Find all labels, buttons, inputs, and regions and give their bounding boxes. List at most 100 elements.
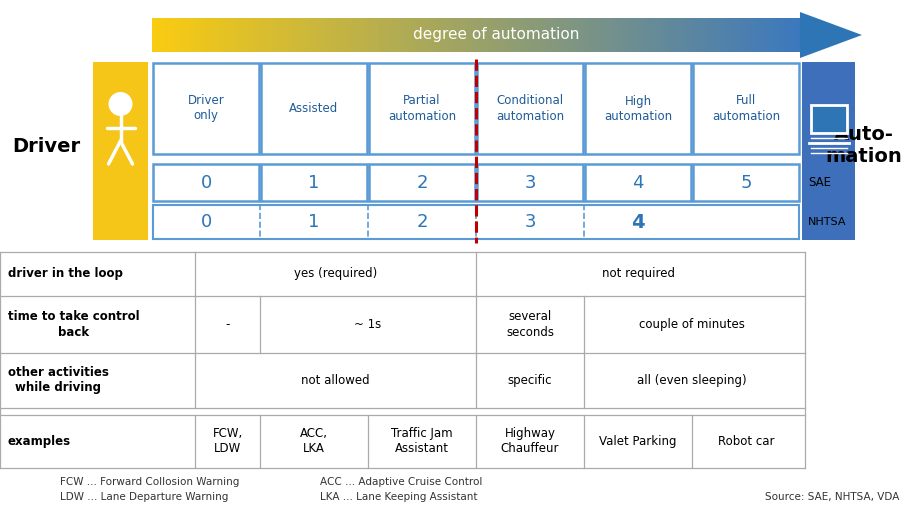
Text: Driver: Driver (12, 137, 80, 155)
Bar (411, 18, 418, 52)
Bar (632, 18, 639, 52)
Bar (643, 18, 650, 52)
Bar (152, 18, 158, 52)
Text: 1: 1 (308, 213, 320, 231)
Bar (779, 18, 785, 52)
FancyBboxPatch shape (585, 164, 691, 201)
Text: driver in the loop: driver in the loop (8, 267, 122, 281)
Text: 2: 2 (416, 213, 428, 231)
Bar (692, 18, 698, 52)
Bar (660, 18, 666, 52)
Bar (271, 18, 277, 52)
Bar (282, 18, 288, 52)
Bar (590, 18, 596, 52)
Text: couple of minutes: couple of minutes (639, 318, 745, 331)
Bar (179, 18, 186, 52)
Bar (811, 105, 846, 133)
Bar (482, 18, 488, 52)
Bar (363, 18, 369, 52)
Bar (541, 18, 547, 52)
Bar (233, 18, 239, 52)
Bar (519, 18, 526, 52)
Text: Auto-
mation: Auto- mation (825, 125, 902, 166)
Text: 5: 5 (740, 174, 751, 192)
Bar (675, 18, 682, 52)
Bar (487, 18, 494, 52)
FancyBboxPatch shape (153, 63, 259, 154)
Text: FCW,
LDW: FCW, LDW (212, 427, 242, 455)
Bar (595, 18, 601, 52)
Text: LKA ... Lane Keeping Assistant: LKA ... Lane Keeping Assistant (320, 492, 477, 502)
Bar (276, 18, 282, 52)
Bar (443, 18, 450, 52)
Bar (725, 18, 731, 52)
Bar (153, 205, 799, 239)
Bar (773, 18, 780, 52)
Text: Traffic Jam
Assistant: Traffic Jam Assistant (391, 427, 452, 455)
Bar (174, 18, 180, 52)
Bar (622, 18, 628, 52)
Bar (789, 18, 795, 52)
Bar (497, 18, 504, 52)
Bar (422, 18, 429, 52)
Text: ~ 1s: ~ 1s (355, 318, 382, 331)
Text: Full
automation: Full automation (712, 94, 780, 122)
Text: specific: specific (508, 374, 552, 387)
Bar (185, 18, 191, 52)
Bar (573, 18, 579, 52)
Bar (670, 18, 676, 52)
Bar (557, 18, 563, 52)
Bar (228, 18, 234, 52)
FancyBboxPatch shape (153, 164, 259, 201)
Bar (217, 18, 223, 52)
Text: yes (required): yes (required) (294, 267, 377, 281)
Bar (686, 18, 693, 52)
Text: time to take control
back: time to take control back (8, 310, 140, 338)
Bar (368, 18, 375, 52)
Bar (287, 18, 293, 52)
Bar (93, 62, 148, 240)
Bar (319, 18, 325, 52)
Bar (378, 18, 385, 52)
Bar (476, 18, 483, 52)
Bar (757, 18, 763, 52)
Bar (768, 18, 774, 52)
Text: 4: 4 (632, 212, 644, 232)
FancyBboxPatch shape (261, 63, 367, 154)
Text: not allowed: not allowed (302, 374, 370, 387)
Bar (206, 18, 212, 52)
Text: 2: 2 (416, 174, 428, 192)
Bar (508, 18, 515, 52)
Bar (579, 18, 585, 52)
Text: ACC ... Adaptive Cruise Control: ACC ... Adaptive Cruise Control (320, 477, 483, 487)
Bar (265, 18, 271, 52)
Text: Partial
automation: Partial automation (388, 94, 456, 122)
Bar (417, 18, 423, 52)
Bar (341, 18, 347, 52)
Text: other activities
while driving: other activities while driving (8, 367, 109, 395)
Bar (406, 18, 412, 52)
Bar (665, 18, 672, 52)
Bar (729, 18, 736, 52)
Text: 3: 3 (525, 213, 536, 231)
Text: NHTSA: NHTSA (808, 217, 846, 227)
FancyBboxPatch shape (585, 63, 691, 154)
Bar (654, 18, 661, 52)
Bar (190, 18, 197, 52)
Bar (255, 18, 261, 52)
Bar (438, 18, 444, 52)
Bar (584, 18, 590, 52)
Bar (735, 18, 741, 52)
Bar (298, 18, 304, 52)
Bar (157, 18, 164, 52)
Bar (330, 18, 336, 52)
Bar (196, 18, 202, 52)
Bar (395, 18, 401, 52)
FancyBboxPatch shape (477, 63, 583, 154)
Bar (562, 18, 569, 52)
Text: degree of automation: degree of automation (413, 27, 579, 42)
Bar (260, 18, 266, 52)
Text: Driver
only: Driver only (187, 94, 224, 122)
Bar (352, 18, 358, 52)
Bar (525, 18, 531, 52)
